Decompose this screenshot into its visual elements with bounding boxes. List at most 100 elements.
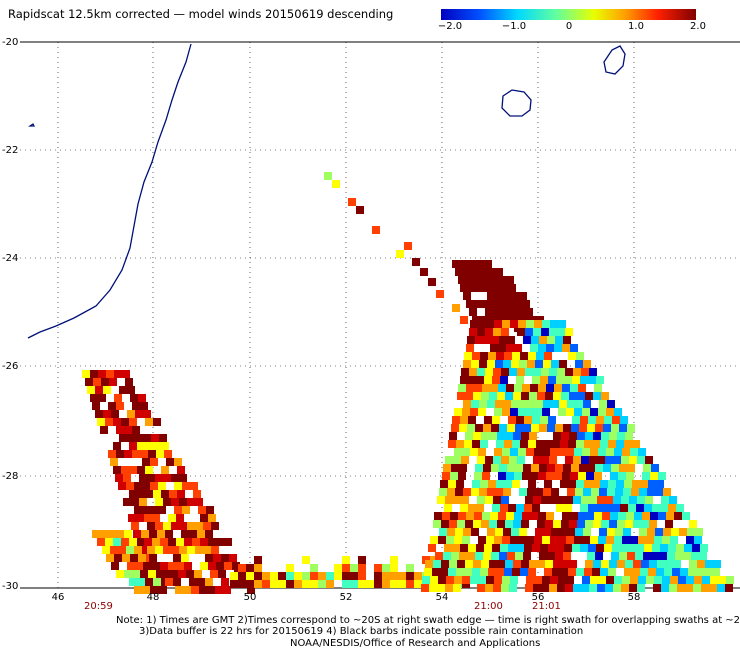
wind-cell — [668, 504, 676, 512]
wind-cell — [541, 496, 549, 504]
wind-cell — [142, 482, 150, 490]
wind-cell — [607, 488, 615, 496]
wind-cell — [717, 584, 725, 592]
wind-cell — [542, 448, 550, 456]
wind-cell — [160, 538, 168, 546]
wind-cell — [558, 320, 566, 328]
wind-cell — [485, 368, 493, 376]
wind-cell — [174, 506, 182, 514]
wind-cell — [113, 538, 121, 546]
wind-cell — [175, 586, 183, 594]
wind-cell — [573, 368, 581, 376]
wind-cell — [486, 536, 494, 544]
wind-cell — [528, 352, 536, 360]
wind-cell — [615, 528, 623, 536]
wind-cell — [487, 400, 495, 408]
wind-cell — [539, 464, 547, 472]
wind-cell — [463, 400, 471, 408]
wind-cell — [374, 572, 382, 580]
wind-cell — [593, 432, 601, 440]
wind-cell — [211, 522, 219, 530]
wind-cell — [566, 448, 574, 456]
wind-cell — [496, 352, 504, 360]
wind-cell — [576, 352, 584, 360]
colorbar-tick: 0 — [565, 21, 573, 32]
wind-cell — [153, 490, 161, 498]
wind-cell — [549, 496, 557, 504]
wind-cell — [613, 584, 621, 592]
wind-cell — [484, 544, 492, 552]
wind-cell — [181, 530, 189, 538]
wind-cell — [450, 472, 458, 480]
wind-cell — [638, 576, 646, 584]
wind-cell — [524, 416, 532, 424]
wind-cell — [111, 562, 119, 570]
wind-cell — [673, 560, 681, 568]
wind-cell — [548, 376, 556, 384]
wind-cell — [565, 456, 573, 464]
wind-cell — [552, 568, 560, 576]
wind-cell — [491, 424, 499, 432]
wind-cell — [608, 568, 616, 576]
wind-cell — [525, 368, 533, 376]
wind-cell — [518, 320, 526, 328]
wind-cell — [476, 544, 484, 552]
wind-cell — [601, 560, 609, 568]
wind-cell — [142, 586, 150, 594]
wind-cell — [451, 424, 459, 432]
wind-cell — [135, 410, 143, 418]
wind-cell — [171, 522, 179, 530]
wind-cell — [149, 554, 157, 562]
wind-cell — [617, 560, 625, 568]
wind-cell — [569, 392, 577, 400]
wind-cell — [575, 360, 583, 368]
wind-cell — [482, 276, 490, 284]
wind-cell — [186, 570, 194, 578]
wind-cell — [647, 488, 655, 496]
wind-cell — [590, 576, 598, 584]
wind-cell — [637, 456, 645, 464]
wind-cell — [584, 568, 592, 576]
wind-cell — [131, 498, 139, 506]
wind-cell — [310, 564, 318, 572]
wind-cell — [573, 584, 581, 592]
wind-cell — [514, 344, 522, 352]
wind-cell — [558, 536, 566, 544]
wind-cell — [538, 512, 546, 520]
wind-cell — [595, 552, 603, 560]
wind-cell — [95, 386, 103, 394]
wind-cell — [523, 336, 531, 344]
wind-cell — [451, 464, 459, 472]
wind-cell — [206, 506, 214, 514]
wind-cell — [469, 308, 477, 316]
wind-cell — [504, 440, 512, 448]
wind-cell — [462, 408, 470, 416]
wind-cell — [254, 580, 262, 588]
wind-cell — [580, 416, 588, 424]
wind-cell — [629, 456, 637, 464]
wind-cell — [665, 560, 673, 568]
wind-cell — [569, 560, 577, 568]
wind-cell — [113, 442, 121, 450]
wind-cell — [459, 464, 467, 472]
wind-cell — [631, 488, 639, 496]
wind-cell — [558, 576, 566, 584]
wind-cell — [164, 450, 172, 458]
wind-cell — [588, 416, 596, 424]
wind-cell — [624, 480, 632, 488]
wind-cell — [129, 578, 137, 586]
wind-cell — [636, 544, 644, 552]
wind-cell — [662, 576, 670, 584]
wind-cell — [492, 504, 500, 512]
wind-cell — [547, 336, 555, 344]
wind-cell — [497, 432, 505, 440]
wind-cell — [508, 284, 516, 292]
wind-cell — [504, 480, 512, 488]
wind-cell — [620, 544, 628, 552]
wind-cell — [310, 580, 318, 588]
wind-cell — [578, 472, 586, 480]
wind-cell — [173, 578, 181, 586]
wind-cell — [620, 416, 628, 424]
wind-cell — [570, 512, 578, 520]
wind-cell — [129, 490, 137, 498]
